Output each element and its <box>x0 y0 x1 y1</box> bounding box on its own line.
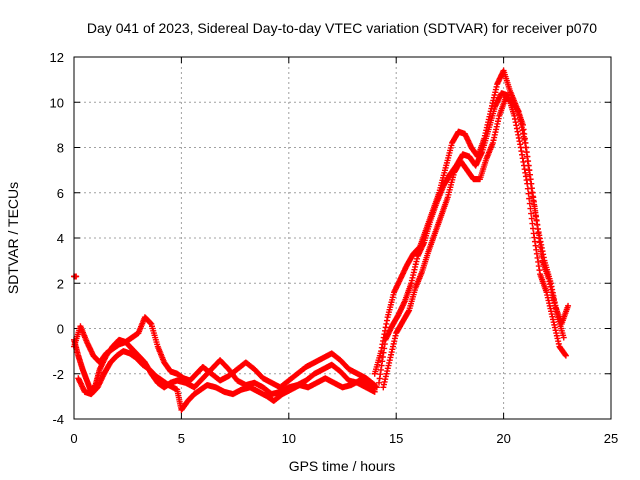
x-axis-label: GPS time / hours <box>289 458 396 474</box>
x-tick-label: 25 <box>604 431 618 446</box>
x-tick-label: 15 <box>389 431 403 446</box>
data-point <box>562 352 569 359</box>
y-tick-label: -4 <box>52 412 64 427</box>
y-tick-label: 2 <box>57 276 64 291</box>
y-tick-label: -2 <box>52 367 64 382</box>
y-tick-label: 6 <box>57 186 64 201</box>
data-point <box>565 302 572 309</box>
series-outlier <box>71 273 80 280</box>
series-track-c <box>75 348 380 413</box>
y-tick-label: 0 <box>57 322 64 337</box>
grid-lines <box>74 57 611 419</box>
x-tick-label: 20 <box>496 431 510 446</box>
data-point <box>371 388 378 395</box>
series-track-e <box>376 90 569 386</box>
x-tick-label: 0 <box>70 431 77 446</box>
series-track-f <box>380 94 567 391</box>
y-tick-label: 8 <box>57 141 64 156</box>
plot-border <box>73 56 612 420</box>
data-point <box>373 384 380 391</box>
axis-ticks: 0 5 10 15 20 25 -4 -2 0 2 4 6 8 10 12 <box>50 50 619 446</box>
data-points <box>71 67 572 413</box>
y-tick-label: 4 <box>57 231 64 246</box>
x-tick-label: 10 <box>282 431 296 446</box>
y-tick-label: 10 <box>50 95 64 110</box>
y-axis-label: SDTVAR / TECUs <box>5 182 21 294</box>
x-tick-label: 5 <box>178 431 185 446</box>
chart-title: Day 041 of 2023, Sidereal Day-to-day VTE… <box>87 20 597 36</box>
data-point <box>560 334 567 341</box>
y-tick-label: 12 <box>50 50 64 65</box>
